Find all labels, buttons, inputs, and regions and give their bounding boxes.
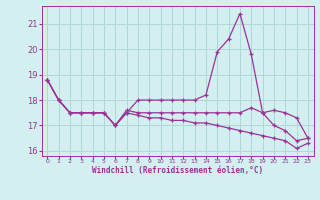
X-axis label: Windchill (Refroidissement éolien,°C): Windchill (Refroidissement éolien,°C) (92, 166, 263, 175)
